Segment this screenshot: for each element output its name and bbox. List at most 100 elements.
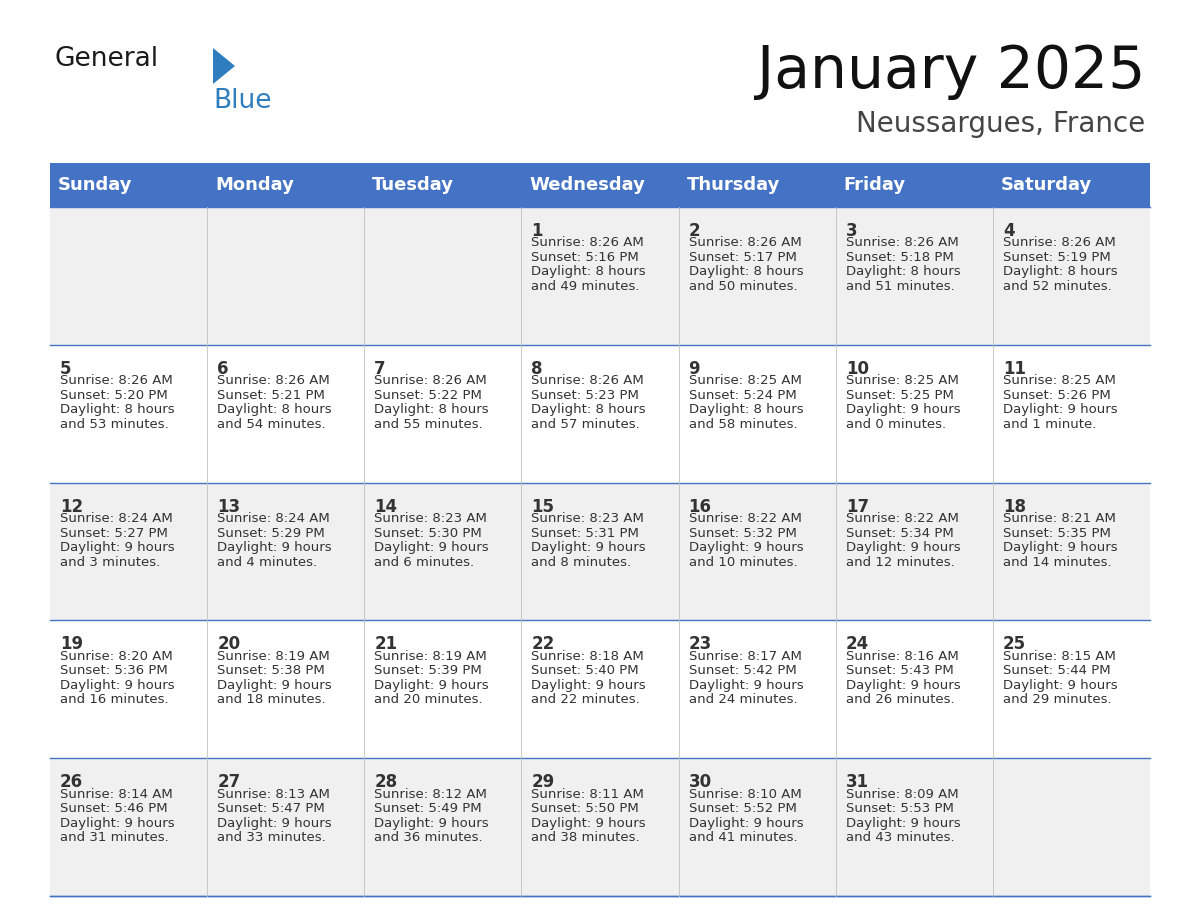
Text: Sunrise: 8:21 AM: Sunrise: 8:21 AM <box>1003 512 1116 525</box>
Text: Sunset: 5:49 PM: Sunset: 5:49 PM <box>374 802 482 815</box>
Bar <box>835 483 993 621</box>
Text: Daylight: 9 hours: Daylight: 9 hours <box>846 403 960 416</box>
Text: 6: 6 <box>217 360 228 378</box>
Text: Daylight: 8 hours: Daylight: 8 hours <box>531 403 646 416</box>
Text: 11: 11 <box>1003 360 1026 378</box>
Bar <box>678 345 835 483</box>
Text: 22: 22 <box>531 635 555 654</box>
Text: Daylight: 9 hours: Daylight: 9 hours <box>846 817 960 830</box>
Text: and 41 minutes.: and 41 minutes. <box>689 831 797 845</box>
Text: and 43 minutes.: and 43 minutes. <box>846 831 954 845</box>
Text: Sunset: 5:23 PM: Sunset: 5:23 PM <box>531 389 639 402</box>
Bar <box>835 163 993 207</box>
Text: 12: 12 <box>61 498 83 516</box>
Text: Sunset: 5:39 PM: Sunset: 5:39 PM <box>374 665 482 677</box>
Text: and 10 minutes.: and 10 minutes. <box>689 555 797 568</box>
Text: and 14 minutes.: and 14 minutes. <box>1003 555 1112 568</box>
Text: Sunrise: 8:25 AM: Sunrise: 8:25 AM <box>1003 375 1116 387</box>
Text: Sunrise: 8:14 AM: Sunrise: 8:14 AM <box>61 788 172 800</box>
Text: Sunset: 5:34 PM: Sunset: 5:34 PM <box>846 527 954 540</box>
Text: 8: 8 <box>531 360 543 378</box>
Text: and 3 minutes.: and 3 minutes. <box>61 555 160 568</box>
Text: Sunrise: 8:13 AM: Sunrise: 8:13 AM <box>217 788 330 800</box>
Text: Sunrise: 8:11 AM: Sunrise: 8:11 AM <box>531 788 644 800</box>
Bar <box>835 207 993 345</box>
Text: Daylight: 9 hours: Daylight: 9 hours <box>846 541 960 554</box>
Text: and 51 minutes.: and 51 minutes. <box>846 280 954 293</box>
Bar <box>678 207 835 345</box>
Text: Sunset: 5:50 PM: Sunset: 5:50 PM <box>531 802 639 815</box>
Bar <box>50 758 207 896</box>
Text: Daylight: 8 hours: Daylight: 8 hours <box>1003 265 1118 278</box>
Bar <box>522 621 678 758</box>
Text: Sunrise: 8:22 AM: Sunrise: 8:22 AM <box>689 512 802 525</box>
Text: Sunrise: 8:26 AM: Sunrise: 8:26 AM <box>1003 237 1116 250</box>
Text: 15: 15 <box>531 498 555 516</box>
Text: 19: 19 <box>61 635 83 654</box>
Text: 23: 23 <box>689 635 712 654</box>
Text: Sunset: 5:24 PM: Sunset: 5:24 PM <box>689 389 796 402</box>
Text: Sunset: 5:17 PM: Sunset: 5:17 PM <box>689 251 796 264</box>
Text: Daylight: 9 hours: Daylight: 9 hours <box>531 817 646 830</box>
Text: and 33 minutes.: and 33 minutes. <box>217 831 326 845</box>
Text: Sunset: 5:26 PM: Sunset: 5:26 PM <box>1003 389 1111 402</box>
Text: Daylight: 9 hours: Daylight: 9 hours <box>531 541 646 554</box>
Text: 2: 2 <box>689 222 700 240</box>
Text: Sunrise: 8:17 AM: Sunrise: 8:17 AM <box>689 650 802 663</box>
Text: Sunset: 5:22 PM: Sunset: 5:22 PM <box>374 389 482 402</box>
Text: and 22 minutes.: and 22 minutes. <box>531 693 640 706</box>
Text: and 31 minutes.: and 31 minutes. <box>61 831 169 845</box>
Text: 7: 7 <box>374 360 386 378</box>
Text: Sunrise: 8:12 AM: Sunrise: 8:12 AM <box>374 788 487 800</box>
Bar <box>678 621 835 758</box>
Text: Sunset: 5:35 PM: Sunset: 5:35 PM <box>1003 527 1111 540</box>
Text: Sunrise: 8:26 AM: Sunrise: 8:26 AM <box>61 375 172 387</box>
Bar <box>50 345 207 483</box>
Text: and 55 minutes.: and 55 minutes. <box>374 418 484 431</box>
Text: Sunrise: 8:25 AM: Sunrise: 8:25 AM <box>846 375 959 387</box>
Text: Daylight: 9 hours: Daylight: 9 hours <box>374 817 489 830</box>
Text: Sunrise: 8:26 AM: Sunrise: 8:26 AM <box>374 375 487 387</box>
Text: 10: 10 <box>846 360 868 378</box>
Text: Sunset: 5:31 PM: Sunset: 5:31 PM <box>531 527 639 540</box>
Text: Daylight: 8 hours: Daylight: 8 hours <box>531 265 646 278</box>
Text: 26: 26 <box>61 773 83 791</box>
Text: 14: 14 <box>374 498 398 516</box>
Text: Daylight: 9 hours: Daylight: 9 hours <box>217 679 331 692</box>
Text: Daylight: 9 hours: Daylight: 9 hours <box>61 679 175 692</box>
Text: Sunrise: 8:25 AM: Sunrise: 8:25 AM <box>689 375 802 387</box>
Text: 24: 24 <box>846 635 868 654</box>
Text: Sunset: 5:21 PM: Sunset: 5:21 PM <box>217 389 326 402</box>
Text: Sunset: 5:42 PM: Sunset: 5:42 PM <box>689 665 796 677</box>
Text: Sunrise: 8:24 AM: Sunrise: 8:24 AM <box>61 512 172 525</box>
Text: and 12 minutes.: and 12 minutes. <box>846 555 954 568</box>
Text: Daylight: 9 hours: Daylight: 9 hours <box>1003 679 1118 692</box>
Text: Sunrise: 8:19 AM: Sunrise: 8:19 AM <box>374 650 487 663</box>
Text: Daylight: 9 hours: Daylight: 9 hours <box>1003 541 1118 554</box>
Bar <box>835 345 993 483</box>
Bar <box>365 621 522 758</box>
Text: General: General <box>55 46 159 72</box>
Bar <box>365 207 522 345</box>
Bar <box>993 345 1150 483</box>
Text: Daylight: 9 hours: Daylight: 9 hours <box>217 541 331 554</box>
Bar <box>993 621 1150 758</box>
Text: and 24 minutes.: and 24 minutes. <box>689 693 797 706</box>
Text: Daylight: 9 hours: Daylight: 9 hours <box>689 817 803 830</box>
Text: and 29 minutes.: and 29 minutes. <box>1003 693 1112 706</box>
Text: Sunset: 5:16 PM: Sunset: 5:16 PM <box>531 251 639 264</box>
Text: 27: 27 <box>217 773 240 791</box>
Text: Sunset: 5:52 PM: Sunset: 5:52 PM <box>689 802 796 815</box>
Text: Sunset: 5:40 PM: Sunset: 5:40 PM <box>531 665 639 677</box>
Text: Daylight: 9 hours: Daylight: 9 hours <box>689 679 803 692</box>
Text: Blue: Blue <box>213 88 272 114</box>
Text: 5: 5 <box>61 360 71 378</box>
Bar <box>522 345 678 483</box>
Text: Sunrise: 8:23 AM: Sunrise: 8:23 AM <box>531 512 644 525</box>
Text: and 52 minutes.: and 52 minutes. <box>1003 280 1112 293</box>
Bar <box>522 207 678 345</box>
Text: Sunrise: 8:26 AM: Sunrise: 8:26 AM <box>531 375 644 387</box>
Text: Daylight: 9 hours: Daylight: 9 hours <box>374 541 489 554</box>
Bar <box>835 758 993 896</box>
Bar <box>207 163 365 207</box>
